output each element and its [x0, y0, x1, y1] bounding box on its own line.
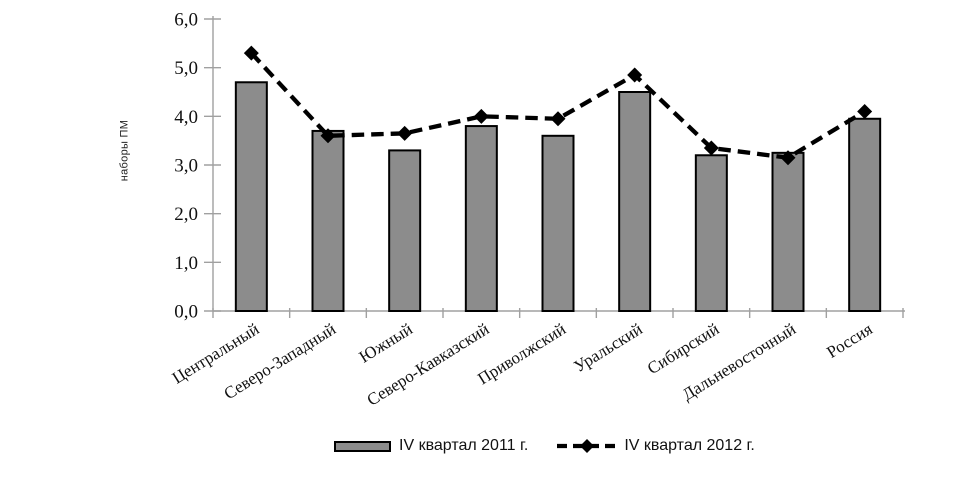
line-marker-4 — [550, 111, 566, 127]
dashed-line-swatch-icon — [557, 439, 618, 453]
line-marker-3 — [473, 108, 489, 124]
y-tick-label: 1,0 — [174, 253, 198, 274]
bar-2 — [388, 149, 422, 312]
diamond-marker-glyph — [580, 439, 595, 453]
bar-1 — [311, 129, 345, 312]
bar-3 — [464, 125, 498, 312]
legend-label-2012: IV квартал 2012 г. — [624, 437, 755, 454]
category-label-5: Уральский — [570, 319, 645, 376]
y-tick-label: 2,0 — [174, 204, 198, 225]
y-tick-label: 5,0 — [174, 58, 198, 79]
bar-6 — [694, 154, 728, 312]
y-tick-label: 0,0 — [174, 302, 198, 323]
legend-label-2011: IV квартал 2011 г. — [399, 437, 529, 454]
line-marker-2 — [397, 125, 413, 141]
line-series — [249, 51, 866, 160]
legend-item-line: IV квартал 2012 г. — [556, 437, 755, 455]
line-marker-1 — [320, 128, 336, 144]
legend-item-bars: IV квартал 2011 г. — [334, 437, 528, 455]
legend: IV квартал 2011 г. IV квартал 2012 г. — [334, 437, 755, 455]
bar-8 — [848, 117, 882, 313]
bar-swatch-icon — [334, 440, 391, 452]
y-tick-label: 4,0 — [174, 107, 198, 128]
bar-5 — [618, 91, 652, 312]
category-label-2: Южный — [356, 319, 416, 366]
bar-0 — [234, 81, 268, 313]
y-tick-label: 6,0 — [174, 10, 198, 31]
category-label-8: Россия — [823, 319, 876, 362]
line-marker-0 — [243, 45, 259, 61]
line-marker-8 — [857, 103, 873, 119]
y-tick-label: 3,0 — [174, 156, 198, 177]
line-marker-6 — [703, 140, 719, 156]
line-marker-5 — [627, 67, 643, 83]
bar-4 — [541, 134, 575, 312]
line-marker-7 — [780, 150, 796, 166]
bar-7 — [771, 151, 805, 312]
